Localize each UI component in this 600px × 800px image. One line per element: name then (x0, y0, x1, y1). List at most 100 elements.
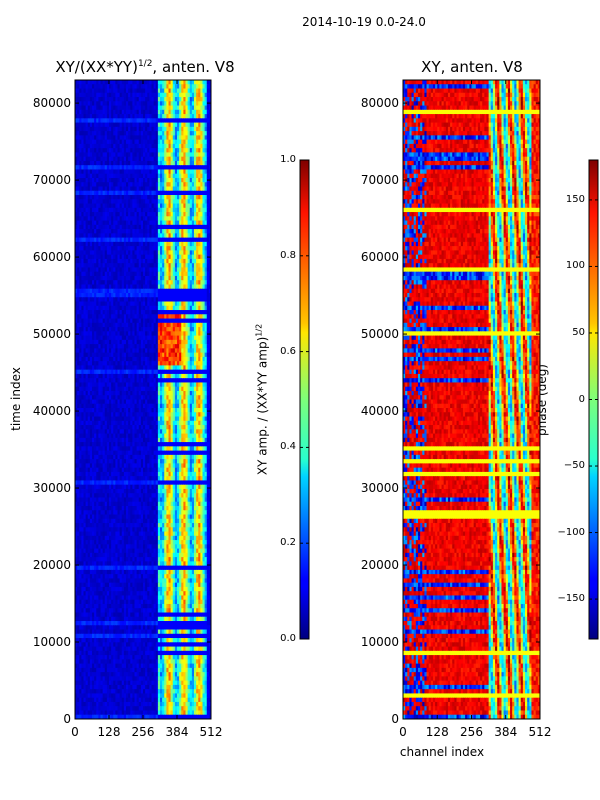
heatmap-cell (130, 241, 133, 247)
heatmap-cell (166, 195, 170, 200)
heatmap-cell (140, 126, 144, 132)
heatmap-cell (160, 267, 163, 273)
heatmap-cell (166, 156, 170, 162)
heatmap-cell (81, 195, 85, 200)
heatmap-cell (77, 105, 80, 111)
heatmap-cell (138, 318, 142, 324)
heatmap-cell (162, 148, 165, 154)
heatmap-cell (83, 356, 87, 362)
heatmap-cell (104, 229, 108, 234)
heatmap-cell (119, 365, 123, 371)
heatmap-cell (75, 207, 78, 213)
heatmap-cell (157, 331, 161, 337)
heatmap-cell (119, 318, 123, 324)
heatmap-cell (117, 344, 121, 349)
heatmap-cell (140, 177, 144, 183)
heatmap-cell (177, 160, 180, 166)
heatmap-cell (166, 199, 170, 205)
heatmap-cell (164, 101, 167, 107)
heatmap-cell (202, 190, 206, 196)
heatmap-cell (109, 352, 112, 358)
heatmap-cell (162, 131, 165, 136)
heatmap-cell (162, 80, 165, 85)
heatmap-cell (191, 126, 195, 132)
heatmap-cell (157, 254, 161, 260)
heatmap-cell (194, 352, 197, 358)
heatmap-cell (117, 267, 121, 273)
heatmap-cell (183, 182, 187, 188)
heatmap-cell (181, 246, 184, 251)
heatmap-cell (196, 139, 199, 145)
heatmap-cell (145, 293, 148, 298)
heatmap-cell (189, 182, 193, 188)
heatmap-cell (155, 126, 159, 132)
heatmap-cell (187, 339, 191, 345)
heatmap-cell (183, 258, 187, 264)
heatmap-cell (98, 275, 102, 281)
heatmap-cell (170, 267, 174, 273)
heatmap-cell (157, 271, 161, 277)
heatmap-cell (177, 293, 180, 298)
heatmap-cell (183, 207, 187, 213)
heatmap-cell (111, 229, 114, 234)
heatmap-cell (189, 199, 193, 205)
heatmap-cell (136, 229, 140, 234)
heatmap-cell (143, 237, 146, 243)
heatmap-cell (166, 284, 170, 290)
heatmap-cell (132, 152, 136, 158)
heatmap-cell (100, 182, 104, 188)
heatmap-cell (83, 177, 87, 183)
heatmap-cell (174, 203, 178, 209)
heatmap-cell (149, 275, 153, 281)
heatmap-cell (136, 237, 140, 243)
heatmap-cell (189, 246, 193, 251)
heatmap-cell (153, 126, 157, 132)
heatmap-cell (172, 267, 176, 273)
heatmap-cell (132, 135, 136, 141)
heatmap-cell (189, 373, 193, 379)
heatmap-cell (200, 369, 204, 375)
heatmap-cell (164, 275, 167, 281)
heatmap-cell (194, 199, 197, 205)
heatmap-cell (191, 335, 195, 341)
heatmap-cell (204, 186, 208, 192)
heatmap-cell (162, 216, 165, 222)
heatmap-cell (185, 135, 189, 141)
heatmap-cell (113, 237, 116, 243)
heatmap-cell (194, 216, 197, 222)
heatmap-cell (179, 267, 182, 273)
heatmap-cell (181, 186, 184, 192)
heatmap-cell (134, 339, 138, 345)
heatmap-cell (198, 173, 201, 179)
heatmap-cell (75, 212, 78, 217)
heatmap-cell (123, 331, 127, 337)
heatmap-cell (196, 305, 199, 311)
heatmap-cell (208, 301, 211, 307)
heatmap-cell (168, 152, 172, 158)
heatmap-cell (177, 373, 180, 379)
heatmap-cell (143, 314, 146, 320)
heatmap-cell (126, 352, 129, 358)
heatmap-cell (100, 241, 104, 247)
heatmap-cell (143, 263, 146, 269)
heatmap-cell (102, 254, 106, 260)
heatmap-cell (109, 318, 112, 324)
heatmap-cell (138, 105, 142, 111)
heatmap-cell (164, 280, 167, 286)
heatmap-cell (194, 97, 197, 102)
heatmap-cell (136, 305, 140, 311)
heatmap-cell (126, 263, 129, 269)
heatmap-cell (187, 288, 191, 294)
heatmap-cell (149, 365, 153, 371)
heatmap-cell (96, 246, 99, 251)
heatmap-cell (187, 373, 191, 379)
heatmap-cell (202, 263, 206, 269)
heatmap-cell (200, 293, 204, 298)
heatmap-cell (166, 203, 170, 209)
heatmap-cell (121, 267, 125, 273)
heatmap-cell (187, 148, 191, 154)
heatmap-cell (189, 297, 193, 303)
heatmap-cell (83, 314, 87, 320)
heatmap-cell (96, 348, 99, 354)
heatmap-cell (208, 229, 211, 234)
